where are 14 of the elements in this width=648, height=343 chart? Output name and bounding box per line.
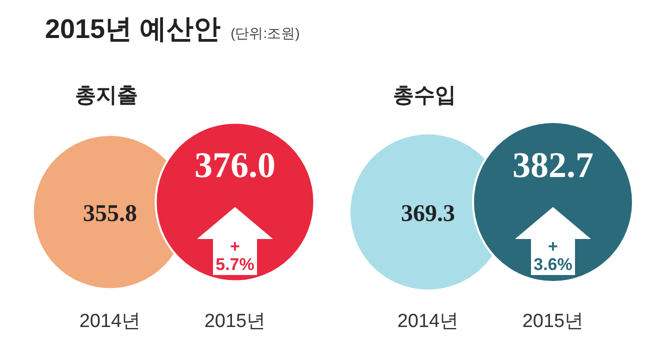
text: 2015년 예산안 — [45, 14, 221, 44]
text: (단위:조원) — [230, 25, 300, 41]
series-label: 총수입 — [393, 84, 456, 107]
category-label: 2015년 — [522, 311, 584, 332]
category-label: 2014년 — [79, 311, 141, 332]
data-label: 382.7 — [512, 145, 594, 185]
text: + 3.6% — [534, 237, 572, 274]
series-label: 총지출 — [75, 84, 138, 107]
text: + 5.7% — [216, 237, 254, 274]
data-label: 369.3 — [401, 201, 455, 227]
category-label: 2015년 — [204, 311, 266, 332]
data-label: 376.0 — [194, 145, 276, 185]
data-label: 355.8 — [83, 201, 137, 227]
category-label: 2014년 — [397, 311, 459, 332]
